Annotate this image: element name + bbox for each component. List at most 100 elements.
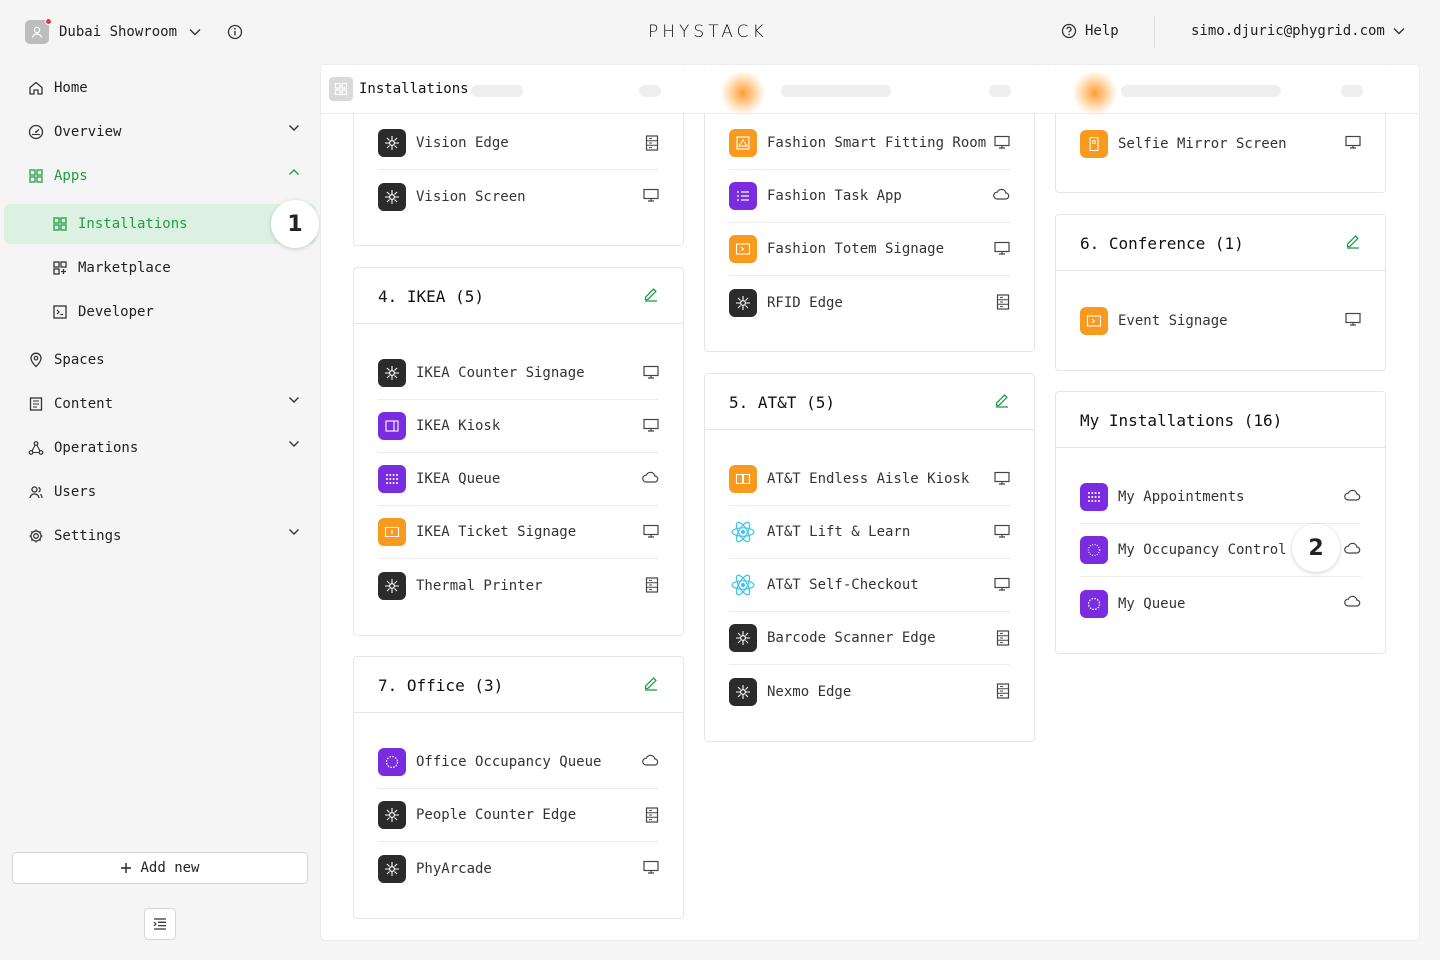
- list-item[interactable]: People Counter Edge: [378, 789, 659, 842]
- mirror-app-icon: [1080, 129, 1108, 158]
- card-title: 4. IKEA (5): [378, 287, 484, 306]
- list-item[interactable]: Office Occupancy Queue: [378, 736, 659, 789]
- app-name: My Occupancy Control: [1118, 542, 1287, 558]
- list-item[interactable]: AT&T Endless Aisle Kiosk: [729, 453, 1010, 506]
- pencil-icon[interactable]: [643, 675, 659, 691]
- list-item[interactable]: Fashion Totem Signage: [729, 223, 1010, 276]
- signage-app-icon: [729, 235, 757, 263]
- sidebar-item-spaces[interactable]: Spaces: [28, 349, 300, 371]
- list-item[interactable]: Selfie Mirror Screen: [1080, 117, 1361, 170]
- app-name: Fashion Task App: [767, 188, 902, 204]
- collapse-sidebar-button[interactable]: [144, 908, 176, 940]
- pencil-icon[interactable]: [994, 392, 1010, 408]
- list-item[interactable]: IKEA Counter Signage: [378, 347, 659, 400]
- list-item[interactable]: My Occupancy Control: [1080, 524, 1361, 577]
- chevron-down-icon[interactable]: [288, 396, 300, 404]
- chevron-down-icon: [1393, 28, 1405, 35]
- users-icon: [29, 486, 43, 499]
- sidebar-item-developer[interactable]: Developer: [52, 301, 272, 323]
- divider: [1154, 16, 1155, 48]
- list-item[interactable]: Vision Screen: [378, 170, 659, 223]
- sidebar-item-content[interactable]: Content: [28, 393, 300, 415]
- edge-app-icon: [729, 677, 757, 706]
- monitor-icon: [643, 188, 659, 202]
- org-switcher[interactable]: Dubai Showroom: [25, 18, 243, 44]
- list-item[interactable]: IKEA Ticket Signage: [378, 506, 659, 559]
- chevron-down-icon[interactable]: [288, 440, 300, 448]
- monitor-icon: [994, 241, 1010, 255]
- notification-dot: [45, 18, 52, 25]
- server-icon: [996, 630, 1010, 646]
- sidebar-item-settings[interactable]: Settings: [28, 525, 300, 547]
- list-item[interactable]: AT&T Lift & Learn: [729, 506, 1010, 559]
- info-icon[interactable]: [227, 24, 243, 40]
- app-name: Vision Screen: [416, 188, 526, 205]
- chevron-down-icon[interactable]: [288, 528, 300, 536]
- nodes-icon: [28, 441, 44, 455]
- account-menu[interactable]: simo.djuric@phygrid.com: [1191, 23, 1405, 39]
- chevron-down-icon: [189, 29, 201, 36]
- edge-app-icon: [378, 129, 406, 157]
- installation-group-card: 6. Conference (1) Event Signage: [1055, 214, 1386, 371]
- app-name: People Counter Edge: [416, 807, 577, 823]
- location-pin-icon: [30, 352, 42, 368]
- blurred-header-text: [1121, 85, 1281, 97]
- list-item[interactable]: IKEA Kiosk: [378, 400, 659, 453]
- app-name: Event Signage: [1118, 312, 1228, 329]
- sidebar-item-label: Settings: [54, 528, 122, 544]
- pencil-icon[interactable]: [1345, 233, 1361, 249]
- list-item[interactable]: Barcode Scanner Edge: [729, 612, 1010, 665]
- react-icon: [729, 571, 757, 599]
- list-item[interactable]: Event Signage: [1080, 294, 1361, 347]
- sidebar-item-home[interactable]: Home: [28, 77, 300, 99]
- monitor-icon: [643, 365, 659, 379]
- org-name: Dubai Showroom: [59, 24, 178, 40]
- list-item[interactable]: PhyArcade: [378, 842, 659, 895]
- indent-icon: [153, 918, 166, 930]
- monitor-icon: [1345, 135, 1361, 149]
- sidebar-item-apps[interactable]: Apps: [28, 165, 300, 187]
- sidebar-item-label: Marketplace: [78, 260, 171, 276]
- appointments-app-icon: [1080, 483, 1108, 511]
- chevron-up-icon[interactable]: [288, 168, 300, 176]
- list-item[interactable]: Fashion Smart Fitting Room: [729, 117, 1010, 170]
- home-icon: [29, 81, 43, 95]
- installation-group-card: My Installations (16) My Appointments My…: [1055, 391, 1386, 654]
- list-item[interactable]: AT&T Self-Checkout: [729, 559, 1010, 612]
- pencil-icon[interactable]: [643, 286, 659, 302]
- main-panel: Installations Vision Edge Vision Screen: [321, 65, 1419, 940]
- cloud-icon: [1344, 542, 1361, 554]
- add-new-button[interactable]: Add new: [12, 852, 308, 884]
- app-name: Barcode Scanner Edge: [767, 630, 936, 646]
- react-icon: [729, 518, 757, 546]
- app-name: Vision Edge: [416, 135, 509, 151]
- monitor-icon: [643, 418, 659, 432]
- sidebar-item-users[interactable]: Users: [28, 481, 300, 503]
- list-item[interactable]: Vision Edge: [378, 117, 659, 170]
- monitor-icon: [643, 860, 659, 874]
- signage-app-icon: [1080, 306, 1108, 335]
- sidebar-item-label: Overview: [54, 124, 122, 140]
- monitor-icon: [994, 471, 1010, 485]
- sidebar-item-label: Users: [54, 484, 97, 500]
- help-link[interactable]: Help: [1061, 23, 1119, 39]
- chevron-down-icon[interactable]: [288, 124, 300, 132]
- sidebar-item-installations[interactable]: Installations: [52, 213, 272, 235]
- list-item[interactable]: My Queue: [1080, 577, 1361, 630]
- list-item[interactable]: IKEA Queue: [378, 453, 659, 506]
- sidebar-item-label: Developer: [78, 304, 154, 320]
- document-icon: [29, 397, 43, 411]
- app-name: Office Occupancy Queue: [416, 754, 602, 770]
- list-item[interactable]: RFID Edge: [729, 276, 1010, 329]
- phystack-logo[interactable]: PHYSTACK: [648, 22, 768, 42]
- sidebar-item-marketplace[interactable]: Marketplace: [52, 257, 272, 279]
- list-item[interactable]: Thermal Printer: [378, 559, 659, 612]
- list-item[interactable]: My Appointments: [1080, 471, 1361, 524]
- sidebar-item-operations[interactable]: Operations: [28, 437, 300, 459]
- ticket-app-icon: [378, 518, 406, 546]
- list-item[interactable]: Nexmo Edge: [729, 665, 1010, 718]
- sidebar-item-overview[interactable]: Overview: [28, 121, 300, 143]
- list-item[interactable]: Fashion Task App: [729, 170, 1010, 223]
- grid-icon: [29, 169, 43, 183]
- user-icon: [31, 26, 43, 38]
